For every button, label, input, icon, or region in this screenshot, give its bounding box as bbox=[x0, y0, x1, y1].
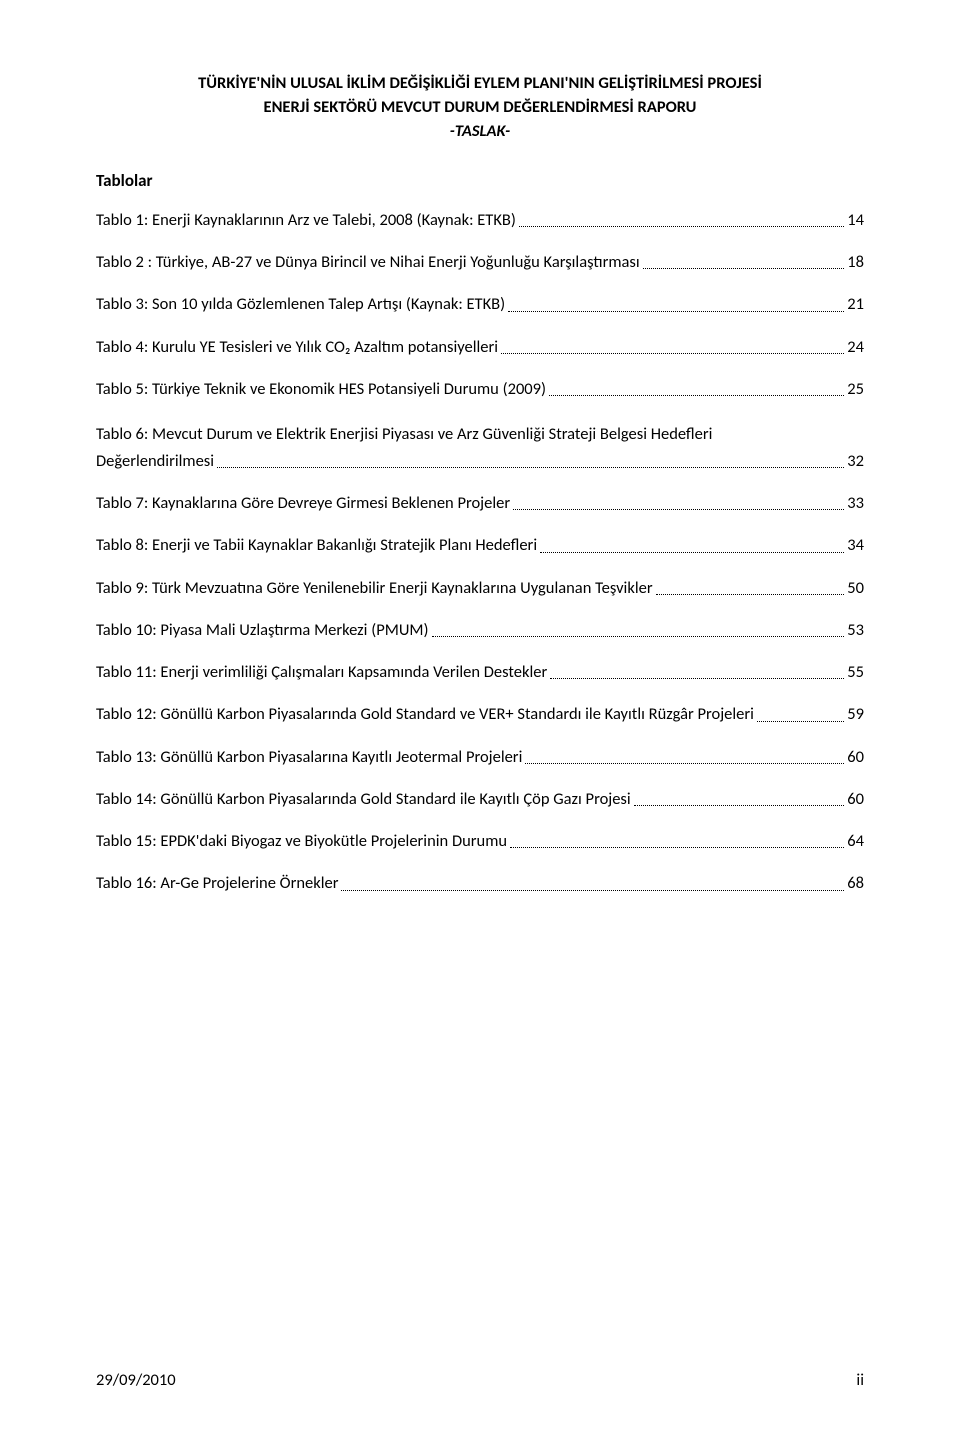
toc-entry-label: Tablo 12: Gönüllü Karbon Piyasalarında G… bbox=[96, 703, 754, 725]
toc-entry-page: 21 bbox=[847, 293, 864, 315]
toc-entry-label: Tablo 10: Piyasa Mali Uzlaştırma Merkezi… bbox=[96, 619, 429, 641]
toc-entry-page: 64 bbox=[847, 830, 864, 852]
toc-entry: Tablo 5: Türkiye Teknik ve Ekonomik HES … bbox=[96, 378, 864, 400]
toc-leader bbox=[501, 339, 844, 354]
toc-entry-label: Tablo 6: Mevcut Durum ve Elektrik Enerji… bbox=[96, 420, 864, 450]
toc-entry-label: Tablo 8: Enerji ve Tabii Kaynaklar Bakan… bbox=[96, 534, 537, 556]
toc-entry: Tablo 8: Enerji ve Tabii Kaynaklar Bakan… bbox=[96, 534, 864, 556]
toc-leader bbox=[540, 538, 844, 553]
toc-entry-page: 53 bbox=[847, 619, 864, 641]
toc-entry-label: Tablo 2 : Türkiye, AB-27 ve Dünya Birinc… bbox=[96, 251, 640, 273]
toc-entry: Tablo 10: Piyasa Mali Uzlaştırma Merkezi… bbox=[96, 619, 864, 641]
toc-leader bbox=[513, 495, 844, 510]
toc-leader bbox=[550, 665, 844, 680]
toc-entry-page: 55 bbox=[847, 661, 864, 683]
toc-entry: Tablo 6: Mevcut Durum ve Elektrik Enerji… bbox=[96, 420, 864, 472]
toc-entry-page: 60 bbox=[847, 788, 864, 810]
toc-entry-label: Tablo 16: Ar-Ge Projelerine Örnekler bbox=[96, 872, 338, 894]
toc-leader bbox=[217, 453, 844, 468]
toc-entry-page: 50 bbox=[847, 577, 864, 599]
toc-entry: Tablo 3: Son 10 yılda Gözlemlenen Talep … bbox=[96, 293, 864, 315]
toc-entry-page: 24 bbox=[847, 336, 864, 358]
toc-entry-label: Tablo 15: EPDK'daki Biyogaz ve Biyokütle… bbox=[96, 830, 507, 852]
toc-entry-page: 32 bbox=[847, 450, 864, 472]
toc-entry: Tablo 15: EPDK'daki Biyogaz ve Biyokütle… bbox=[96, 830, 864, 852]
toc-entry: Tablo 9: Türk Mevzuatına Göre Yenilenebi… bbox=[96, 577, 864, 599]
header-line-1: TÜRKİYE'NİN ULUSAL İKLİM DEĞİŞİKLİĞİ EYL… bbox=[96, 72, 864, 96]
toc-entry: Tablo 14: Gönüllü Karbon Piyasalarında G… bbox=[96, 788, 864, 810]
toc-entry: Tablo 1: Enerji Kaynaklarının Arz ve Tal… bbox=[96, 209, 864, 231]
toc-entry-label: Tablo 1: Enerji Kaynaklarının Arz ve Tal… bbox=[96, 209, 516, 231]
header-line-3: -TASLAK- bbox=[96, 120, 864, 144]
toc-leader bbox=[508, 297, 844, 312]
table-of-tables: Tablo 1: Enerji Kaynaklarının Arz ve Tal… bbox=[96, 209, 864, 895]
toc-leader bbox=[757, 707, 844, 722]
toc-entry-label: Tablo 7: Kaynaklarına Göre Devreye Girme… bbox=[96, 492, 510, 514]
toc-entry-page: 59 bbox=[847, 703, 864, 725]
toc-entry-label: Tablo 3: Son 10 yılda Gözlemlenen Talep … bbox=[96, 293, 505, 315]
document-header: TÜRKİYE'NİN ULUSAL İKLİM DEĞİŞİKLİĞİ EYL… bbox=[96, 72, 864, 144]
toc-entry-label: Tablo 11: Enerji verimliliği Çalışmaları… bbox=[96, 661, 547, 683]
toc-leader bbox=[510, 834, 844, 849]
toc-entry: Tablo 13: Gönüllü Karbon Piyasalarına Ka… bbox=[96, 746, 864, 768]
toc-entry-label: Tablo 4: Kurulu YE Tesisleri ve Yılık CO… bbox=[96, 336, 498, 358]
toc-entry-label: Tablo 14: Gönüllü Karbon Piyasalarında G… bbox=[96, 788, 631, 810]
toc-entry-page: 18 bbox=[847, 251, 864, 273]
toc-entry: Tablo 7: Kaynaklarına Göre Devreye Girme… bbox=[96, 492, 864, 514]
page: TÜRKİYE'NİN ULUSAL İKLİM DEĞİŞİKLİĞİ EYL… bbox=[0, 0, 960, 975]
toc-leader bbox=[525, 749, 844, 764]
toc-leader bbox=[341, 876, 844, 891]
toc-entry: Tablo 12: Gönüllü Karbon Piyasalarında G… bbox=[96, 703, 864, 725]
toc-entry-page: 60 bbox=[847, 746, 864, 768]
toc-entry-label: Tablo 9: Türk Mevzuatına Göre Yenilenebi… bbox=[96, 577, 653, 599]
toc-entry-page: 34 bbox=[847, 534, 864, 556]
page-footer: 29/09/2010 ii bbox=[96, 1370, 864, 1390]
toc-entry-last-line: Değerlendirilmesi 32 bbox=[96, 450, 864, 472]
header-line-2: ENERJİ SEKTÖRÜ MEVCUT DURUM DEĞERLENDİRM… bbox=[96, 96, 864, 120]
toc-entry: Tablo 2 : Türkiye, AB-27 ve Dünya Birinc… bbox=[96, 251, 864, 273]
toc-entry: Tablo 4: Kurulu YE Tesisleri ve Yılık CO… bbox=[96, 336, 864, 358]
section-heading: Tablolar bbox=[96, 170, 864, 191]
toc-entry-page: 33 bbox=[847, 492, 864, 514]
toc-entry-label: Tablo 13: Gönüllü Karbon Piyasalarına Ka… bbox=[96, 746, 522, 768]
footer-date: 29/09/2010 bbox=[96, 1370, 176, 1390]
toc-entry: Tablo 16: Ar-Ge Projelerine Örnekler 68 bbox=[96, 872, 864, 894]
toc-leader bbox=[656, 580, 845, 595]
toc-entry-page: 14 bbox=[847, 209, 864, 231]
toc-leader bbox=[519, 212, 844, 227]
toc-entry: Tablo 11: Enerji verimliliği Çalışmaları… bbox=[96, 661, 864, 683]
toc-leader bbox=[643, 254, 845, 269]
toc-leader bbox=[549, 381, 844, 396]
toc-entry-page: 68 bbox=[847, 872, 864, 894]
toc-leader bbox=[432, 622, 845, 637]
toc-entry-label: Değerlendirilmesi bbox=[96, 450, 214, 472]
toc-entry-page: 25 bbox=[847, 378, 864, 400]
footer-page-number: ii bbox=[856, 1370, 864, 1390]
toc-entry-label: Tablo 5: Türkiye Teknik ve Ekonomik HES … bbox=[96, 378, 546, 400]
toc-leader bbox=[634, 791, 845, 806]
